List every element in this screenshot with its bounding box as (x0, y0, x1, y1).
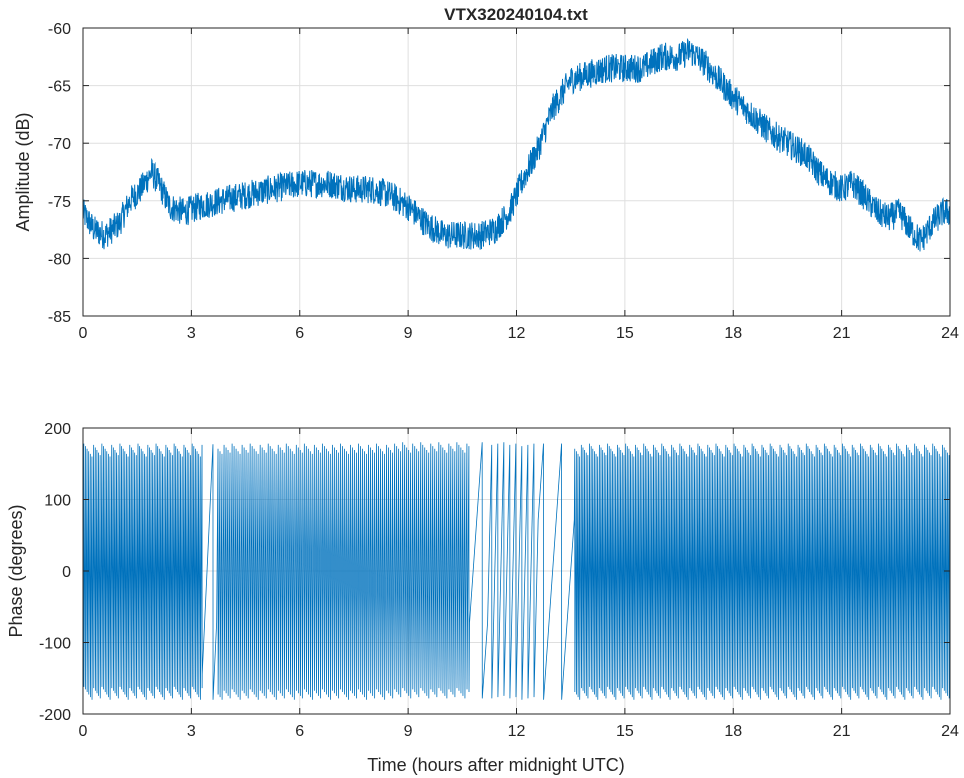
phase-x-tick-label: 6 (295, 723, 304, 740)
amplitude-chart-title: VTX320240104.txt (444, 5, 588, 24)
phase-y-tick-label: 0 (62, 564, 71, 581)
amplitude-y-tick-label: -65 (48, 79, 71, 96)
amplitude-x-tick-label: 21 (833, 325, 851, 342)
amplitude-series (82, 37, 951, 252)
amplitude-x-tick-label: 24 (941, 325, 959, 342)
phase-series-line (82, 442, 951, 700)
amplitude-y-tick-label: -85 (48, 309, 71, 326)
amplitude-x-tick-label: 15 (616, 325, 634, 342)
phase-x-tick-label: 3 (187, 723, 196, 740)
phase-x-tick-label: 18 (724, 723, 742, 740)
amplitude-x-tick-label: 18 (724, 325, 742, 342)
phase-x-tick-label: 0 (79, 723, 88, 740)
phase-y-tick-label: -100 (39, 636, 71, 653)
amplitude-series-line (82, 37, 951, 252)
amplitude-ticks: 0 3 6 9 12 15 18 21 24 -85 -80 -75 -70 -65 -60 (48, 21, 959, 342)
amplitude-x-tick-label: 12 (508, 325, 526, 342)
phase-series (82, 442, 951, 700)
phase-x-tick-label: 21 (833, 723, 851, 740)
amplitude-axes: 0 3 6 9 12 15 18 21 24 -85 -80 -75 -70 -65 -60 VTX3202… (13, 5, 959, 342)
amplitude-y-axis-label: Amplitude (dB) (13, 112, 33, 231)
amplitude-x-tick-label: 0 (79, 325, 88, 342)
phase-ticks: 0 3 6 9 12 15 18 21 24 -200 -100 0 100 200 (39, 421, 959, 740)
phase-y-tick-label: -200 (39, 707, 71, 724)
phase-x-axis-label: Time (hours after midnight UTC) (367, 755, 624, 775)
phase-axes: 0 3 6 9 12 15 18 21 24 -200 -100 0 100 200 Phase (deg… (6, 421, 959, 775)
amplitude-y-tick-label: -70 (48, 136, 71, 153)
amplitude-x-tick-label: 9 (404, 325, 413, 342)
amplitude-y-tick-label: -80 (48, 251, 71, 268)
phase-y-tick-label: 100 (44, 493, 71, 510)
phase-x-tick-label: 9 (404, 723, 413, 740)
phase-x-tick-label: 15 (616, 723, 634, 740)
amplitude-x-tick-label: 3 (187, 325, 196, 342)
phase-x-tick-label: 12 (508, 723, 526, 740)
amplitude-x-tick-label: 6 (295, 325, 304, 342)
phase-y-tick-label: 200 (44, 421, 71, 438)
phase-y-axis-label: Phase (degrees) (6, 504, 26, 637)
amplitude-y-tick-label: -60 (48, 21, 71, 38)
phase-x-tick-label: 24 (941, 723, 959, 740)
amplitude-y-tick-label: -75 (48, 194, 71, 211)
